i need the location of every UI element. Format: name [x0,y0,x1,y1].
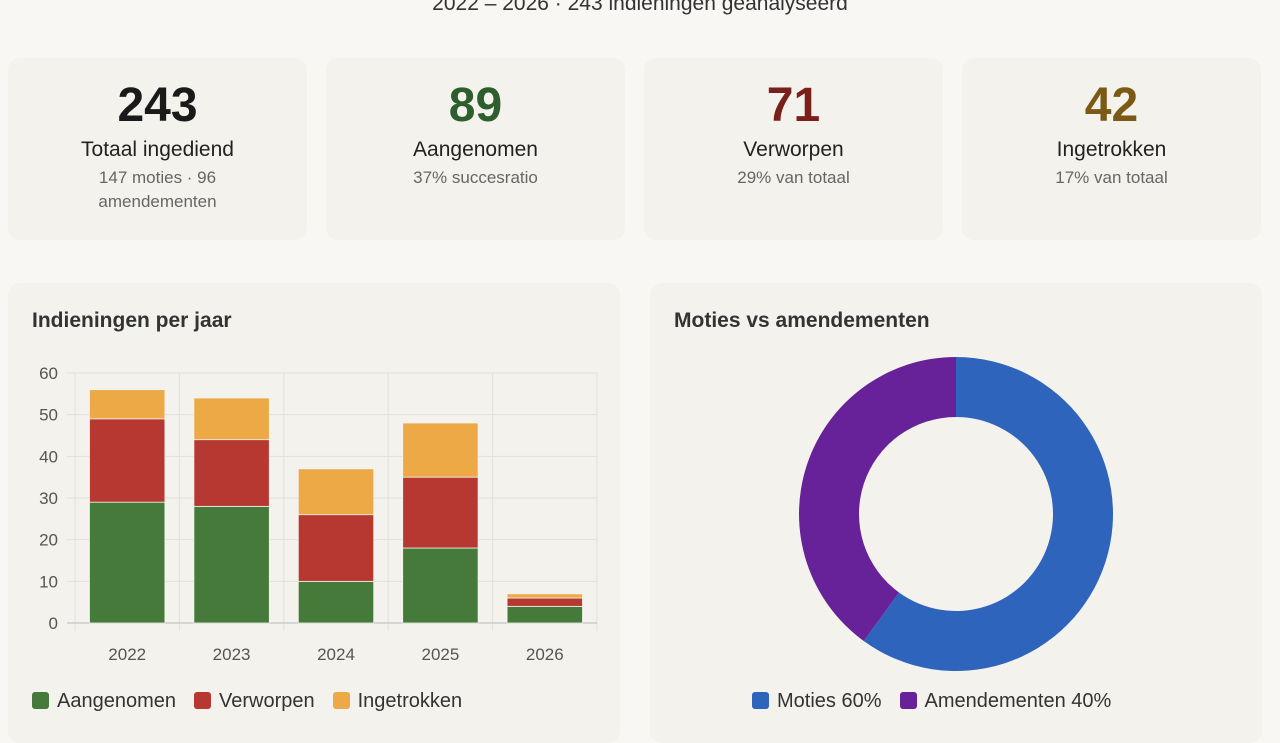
legend-swatch [32,692,49,709]
stat-label: Verworpen [743,138,844,161]
legend-label: Ingetrokken [357,690,463,712]
legend-item-moties[interactable]: Moties 60% [752,690,882,713]
bar-chart: 0 10 20 30 40 50 60 2022 2023 2024 2025 2026 [39,364,598,664]
y-tick-label: 20 [39,531,58,550]
y-tick-label: 10 [39,572,58,591]
legend-item-ingetrokken[interactable]: Ingetrokken [332,690,463,713]
donut-slice-amendementen [799,357,956,642]
x-tick-label: 2022 [108,645,146,664]
legend-item-amendementen[interactable]: Amendementen 40% [899,690,1112,713]
x-tick-label: 2026 [526,645,564,664]
donut-chart-panel: Moties vs amendementen Moties 60% Amende… [650,283,1262,743]
donut-slice-moties [863,357,1113,671]
bar-segment-aangenomen-2023 [193,505,270,624]
donut-legend: Moties 60% Amendementen 40% [752,690,1111,713]
legend-label: Verworpen [218,690,315,712]
stat-value: 89 [448,79,503,132]
stat-value: 243 [117,79,198,132]
legend-swatch [899,692,917,709]
y-tick-label: 50 [39,406,58,425]
bar-segment-aangenomen-2022 [89,501,166,624]
stat-detail: 29% van totaal [737,168,850,187]
legend-swatch [332,692,350,709]
stat-label: Aangenomen [413,138,538,161]
bar-segment-verworpen-2023 [193,439,270,507]
legend-label: Moties 60% [777,690,882,712]
x-tick-label: 2024 [317,645,355,664]
y-tick-label: 0 [49,614,58,633]
bar-segment-verworpen-2026 [506,597,583,607]
chart-title: Indieningen per jaar [32,309,232,332]
stat-label: Totaal ingediend [81,138,234,161]
bar-chart-panel: Indieningen per jaar 0 10 20 30 40 50 60 2022 20… [8,283,620,743]
legend-label: Aangenomen [57,690,176,712]
bar-segment-aangenomen-2026 [506,605,583,624]
stat-label: Ingetrokken [1056,138,1167,161]
legend-label: Amendementen 40% [924,690,1112,712]
donut-chart [799,357,1113,671]
stat-value: 71 [766,79,821,132]
x-tick-label: 2025 [421,645,459,664]
bar-segment-ingetrokken-2025 [402,422,479,478]
y-tick-label: 60 [39,364,58,383]
bar-legend: Aangenomen Verworpen Ingetrokken [32,690,462,713]
bar-segment-aangenomen-2025 [402,547,479,624]
bar-segment-ingetrokken-2026 [506,593,583,599]
stat-card-total: 243 Totaal ingediend 147 moties · 96 ame… [8,58,307,240]
stat-detail: 17% van totaal [1055,168,1168,187]
bar-segment-aangenomen-2024 [297,580,375,624]
x-tick-label: 2023 [213,645,251,664]
bar-segment-ingetrokken-2023 [193,397,270,441]
bar-segment-verworpen-2024 [297,514,375,582]
legend-swatch [193,692,211,709]
stat-detail: 147 moties · 96 amendementen [98,168,217,211]
stat-card-withdrawn: 42 Ingetrokken 17% van totaal [962,58,1261,240]
page-subtitle: 2022 – 2026 · 243 indieningen geanalysee… [432,0,848,15]
bar-segment-ingetrokken-2024 [297,468,375,516]
stat-detail: 37% succesratio [413,168,538,187]
y-tick-label: 40 [39,447,58,466]
bar-segment-verworpen-2025 [402,476,479,549]
y-tick-label: 30 [39,489,58,508]
chart-title: Moties vs amendementen [674,309,930,332]
stat-value: 42 [1084,79,1139,132]
stat-card-rejected: 71 Verworpen 29% van totaal [644,58,943,240]
legend-item-verworpen[interactable]: Verworpen [193,690,315,713]
bar-segment-ingetrokken-2022 [89,389,166,420]
stat-card-accepted: 89 Aangenomen 37% succesratio [326,58,625,240]
bar-segment-verworpen-2022 [89,418,166,503]
legend-swatch [752,692,769,709]
legend-item-aangenomen[interactable]: Aangenomen [32,690,176,713]
